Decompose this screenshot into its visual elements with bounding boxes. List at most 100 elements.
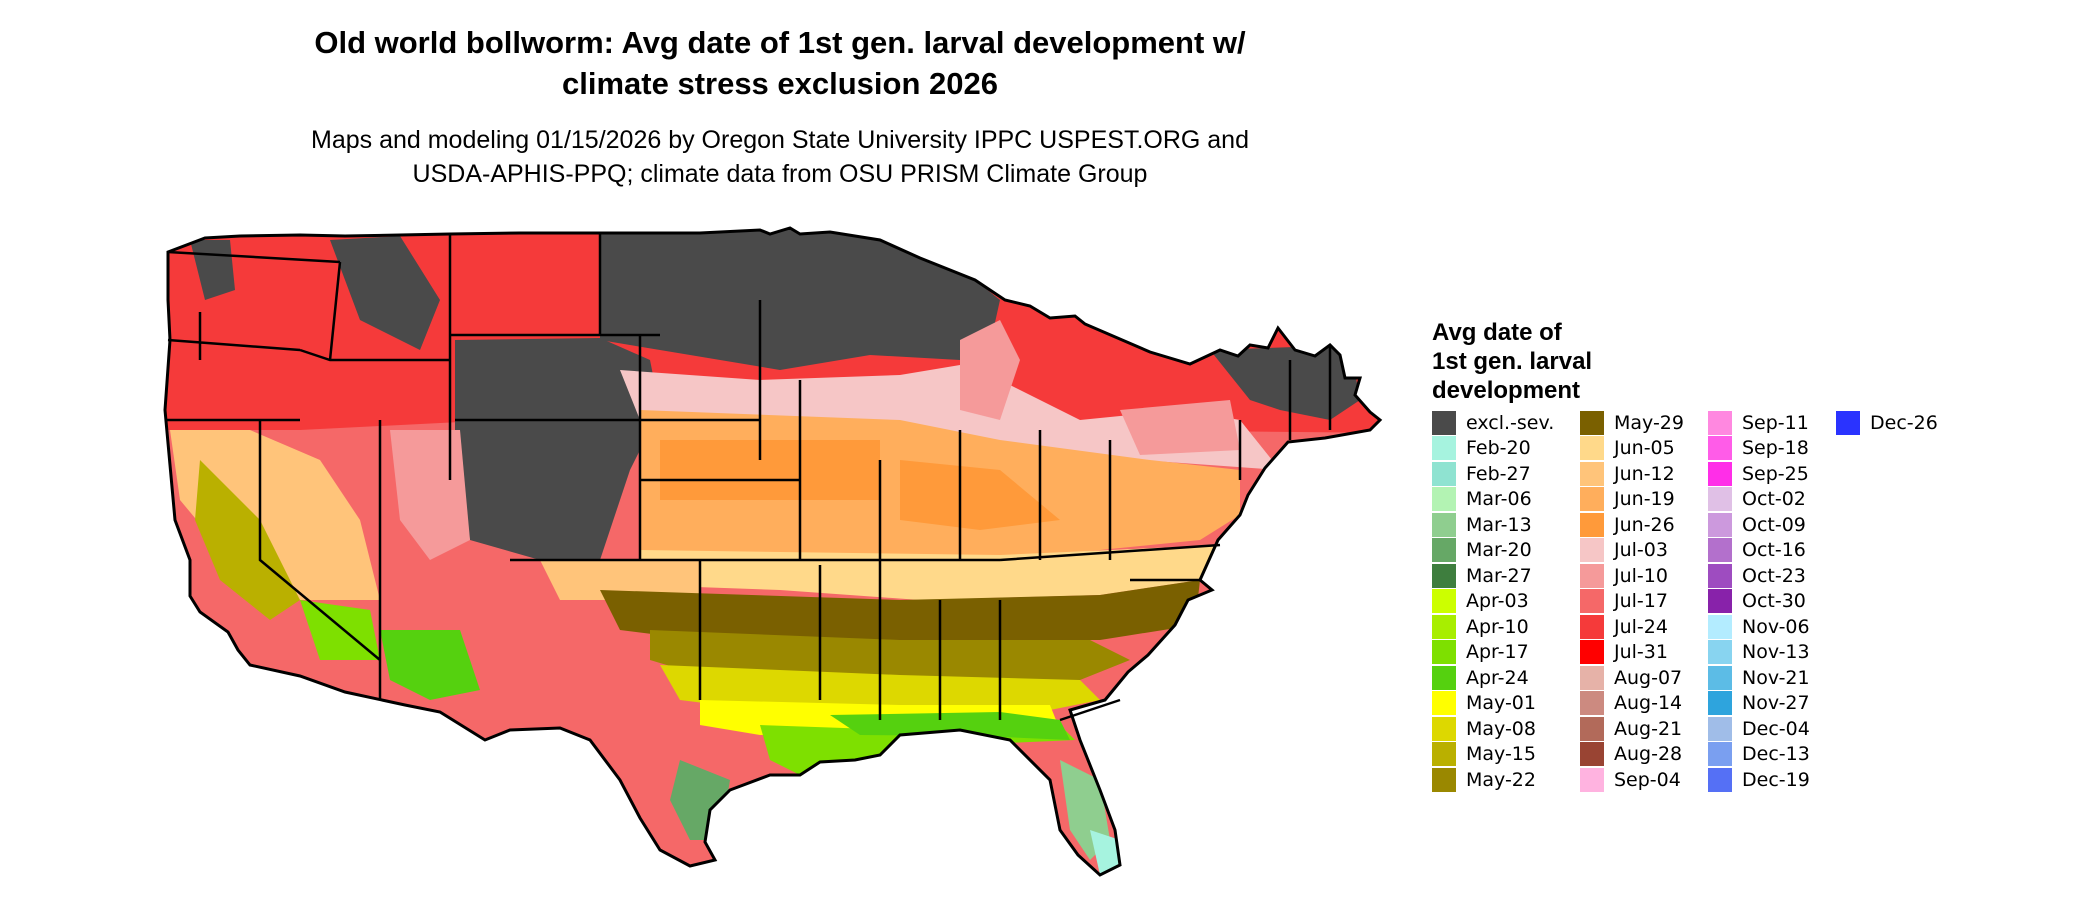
legend-swatch	[1432, 742, 1456, 767]
legend-item: Nov-27	[1708, 691, 1836, 717]
legend-item: Aug-21	[1580, 716, 1708, 742]
legend-item: Apr-24	[1432, 665, 1580, 691]
legend-label: Aug-28	[1614, 743, 1683, 766]
map-title-line2: climate stress exclusion 2026	[562, 66, 998, 101]
legend-item: Oct-23	[1708, 563, 1836, 589]
legend-swatch	[1432, 589, 1456, 614]
legend-title-line3: development	[1432, 377, 1581, 404]
legend-item: Jun-12	[1580, 461, 1708, 487]
legend-label: Dec-13	[1742, 743, 1810, 766]
legend-swatch	[1432, 665, 1456, 690]
legend-swatch	[1580, 563, 1604, 588]
legend-label: Mar-13	[1466, 513, 1532, 536]
legend-label: May-08	[1466, 717, 1536, 740]
legend-item: Mar-20	[1432, 538, 1580, 564]
legend-label: Nov-13	[1742, 641, 1810, 664]
legend-item: Sep-04	[1580, 767, 1708, 793]
legend-item: May-08	[1432, 716, 1580, 742]
legend-label: Mar-20	[1466, 539, 1532, 562]
legend-item: Dec-19	[1708, 767, 1836, 793]
legend-item: Feb-20	[1432, 436, 1580, 462]
legend-label: Nov-27	[1742, 692, 1810, 715]
legend-item: Nov-21	[1708, 665, 1836, 691]
legend-label: Sep-04	[1614, 768, 1681, 791]
legend-swatch	[1580, 487, 1604, 512]
legend-item: Sep-18	[1708, 436, 1836, 462]
legend-label: Sep-18	[1742, 437, 1809, 460]
legend-label: May-15	[1466, 743, 1536, 766]
legend-swatch	[1708, 742, 1732, 767]
legend-swatch	[1708, 716, 1732, 741]
legend-item: Sep-25	[1708, 461, 1836, 487]
legend-item: Aug-28	[1580, 742, 1708, 768]
legend-label: Dec-26	[1870, 411, 1938, 434]
map-title-line1: Old world bollworm: Avg date of 1st gen.…	[314, 25, 1246, 60]
legend-swatch	[1432, 614, 1456, 639]
legend-item: Mar-27	[1432, 563, 1580, 589]
legend-label: Jun-19	[1614, 488, 1675, 511]
legend-swatch	[1580, 436, 1604, 461]
legend-title-line2: 1st gen. larval	[1432, 348, 1593, 375]
state-boundaries	[165, 233, 1332, 722]
legend-title: Avg date of 1st gen. larval development	[1432, 318, 1692, 405]
legend-label: Apr-10	[1466, 615, 1529, 638]
legend-label: Jun-26	[1614, 513, 1675, 536]
legend-label: May-01	[1466, 692, 1536, 715]
legend-swatch	[1580, 665, 1604, 690]
legend-label: Oct-09	[1742, 513, 1806, 536]
legend-label: Oct-16	[1742, 539, 1806, 562]
legend-swatch	[1708, 767, 1732, 792]
legend-label: Apr-24	[1466, 666, 1529, 689]
legend-swatch	[1432, 640, 1456, 665]
legend-item: Nov-06	[1708, 614, 1836, 640]
legend-label: Oct-30	[1742, 590, 1806, 613]
legend: excl.-sev. Feb-20 Feb-27 Mar-06 Mar-13 Mar-20…	[1432, 410, 1956, 793]
legend-item: Oct-30	[1708, 589, 1836, 615]
legend-item: Nov-13	[1708, 640, 1836, 666]
legend-swatch	[1708, 410, 1732, 435]
legend-item: excl.-sev.	[1432, 410, 1580, 436]
legend-label: Dec-19	[1742, 768, 1810, 791]
legend-item: Oct-09	[1708, 512, 1836, 538]
legend-swatch	[1580, 691, 1604, 716]
legend-label: Sep-25	[1742, 462, 1809, 485]
legend-item: Jun-26	[1580, 512, 1708, 538]
legend-label: Jun-12	[1614, 462, 1675, 485]
legend-title-line1: Avg date of	[1432, 319, 1562, 346]
legend-item: Jul-31	[1580, 640, 1708, 666]
legend-item: May-15	[1432, 742, 1580, 768]
legend-swatch	[1708, 589, 1732, 614]
legend-label: Jul-03	[1614, 539, 1668, 562]
legend-swatch	[1708, 512, 1732, 537]
map-subtitle: Maps and modeling 01/15/2026 by Oregon S…	[230, 123, 1330, 191]
legend-label: May-29	[1614, 411, 1684, 434]
legend-item: May-01	[1432, 691, 1580, 717]
legend-swatch	[1432, 461, 1456, 486]
legend-item: Mar-06	[1432, 487, 1580, 513]
legend-label: Feb-20	[1466, 437, 1531, 460]
legend-swatch	[1432, 487, 1456, 512]
legend-label: Feb-27	[1466, 462, 1531, 485]
legend-swatch	[1708, 538, 1732, 563]
map-subtitle-line2: USDA-APHIS-PPQ; climate data from OSU PR…	[412, 160, 1148, 188]
legend-swatch	[1580, 461, 1604, 486]
legend-swatch	[1432, 538, 1456, 563]
legend-item: May-29	[1580, 410, 1708, 436]
legend-swatch	[1580, 410, 1604, 435]
legend-item: Dec-26	[1836, 410, 1956, 436]
legend-swatch	[1580, 640, 1604, 665]
legend-swatch	[1580, 767, 1604, 792]
legend-swatch	[1708, 691, 1732, 716]
legend-item: Jun-05	[1580, 436, 1708, 462]
legend-swatch	[1580, 512, 1604, 537]
legend-item: Mar-13	[1432, 512, 1580, 538]
legend-label: excl.-sev.	[1466, 411, 1555, 434]
legend-swatch	[1708, 563, 1732, 588]
legend-label: Nov-21	[1742, 666, 1810, 689]
legend-label: Jul-24	[1614, 615, 1668, 638]
map-subtitle-line1: Maps and modeling 01/15/2026 by Oregon S…	[311, 126, 1249, 154]
legend-swatch	[1432, 512, 1456, 537]
legend-item: Jul-17	[1580, 589, 1708, 615]
legend-label: Oct-23	[1742, 564, 1806, 587]
